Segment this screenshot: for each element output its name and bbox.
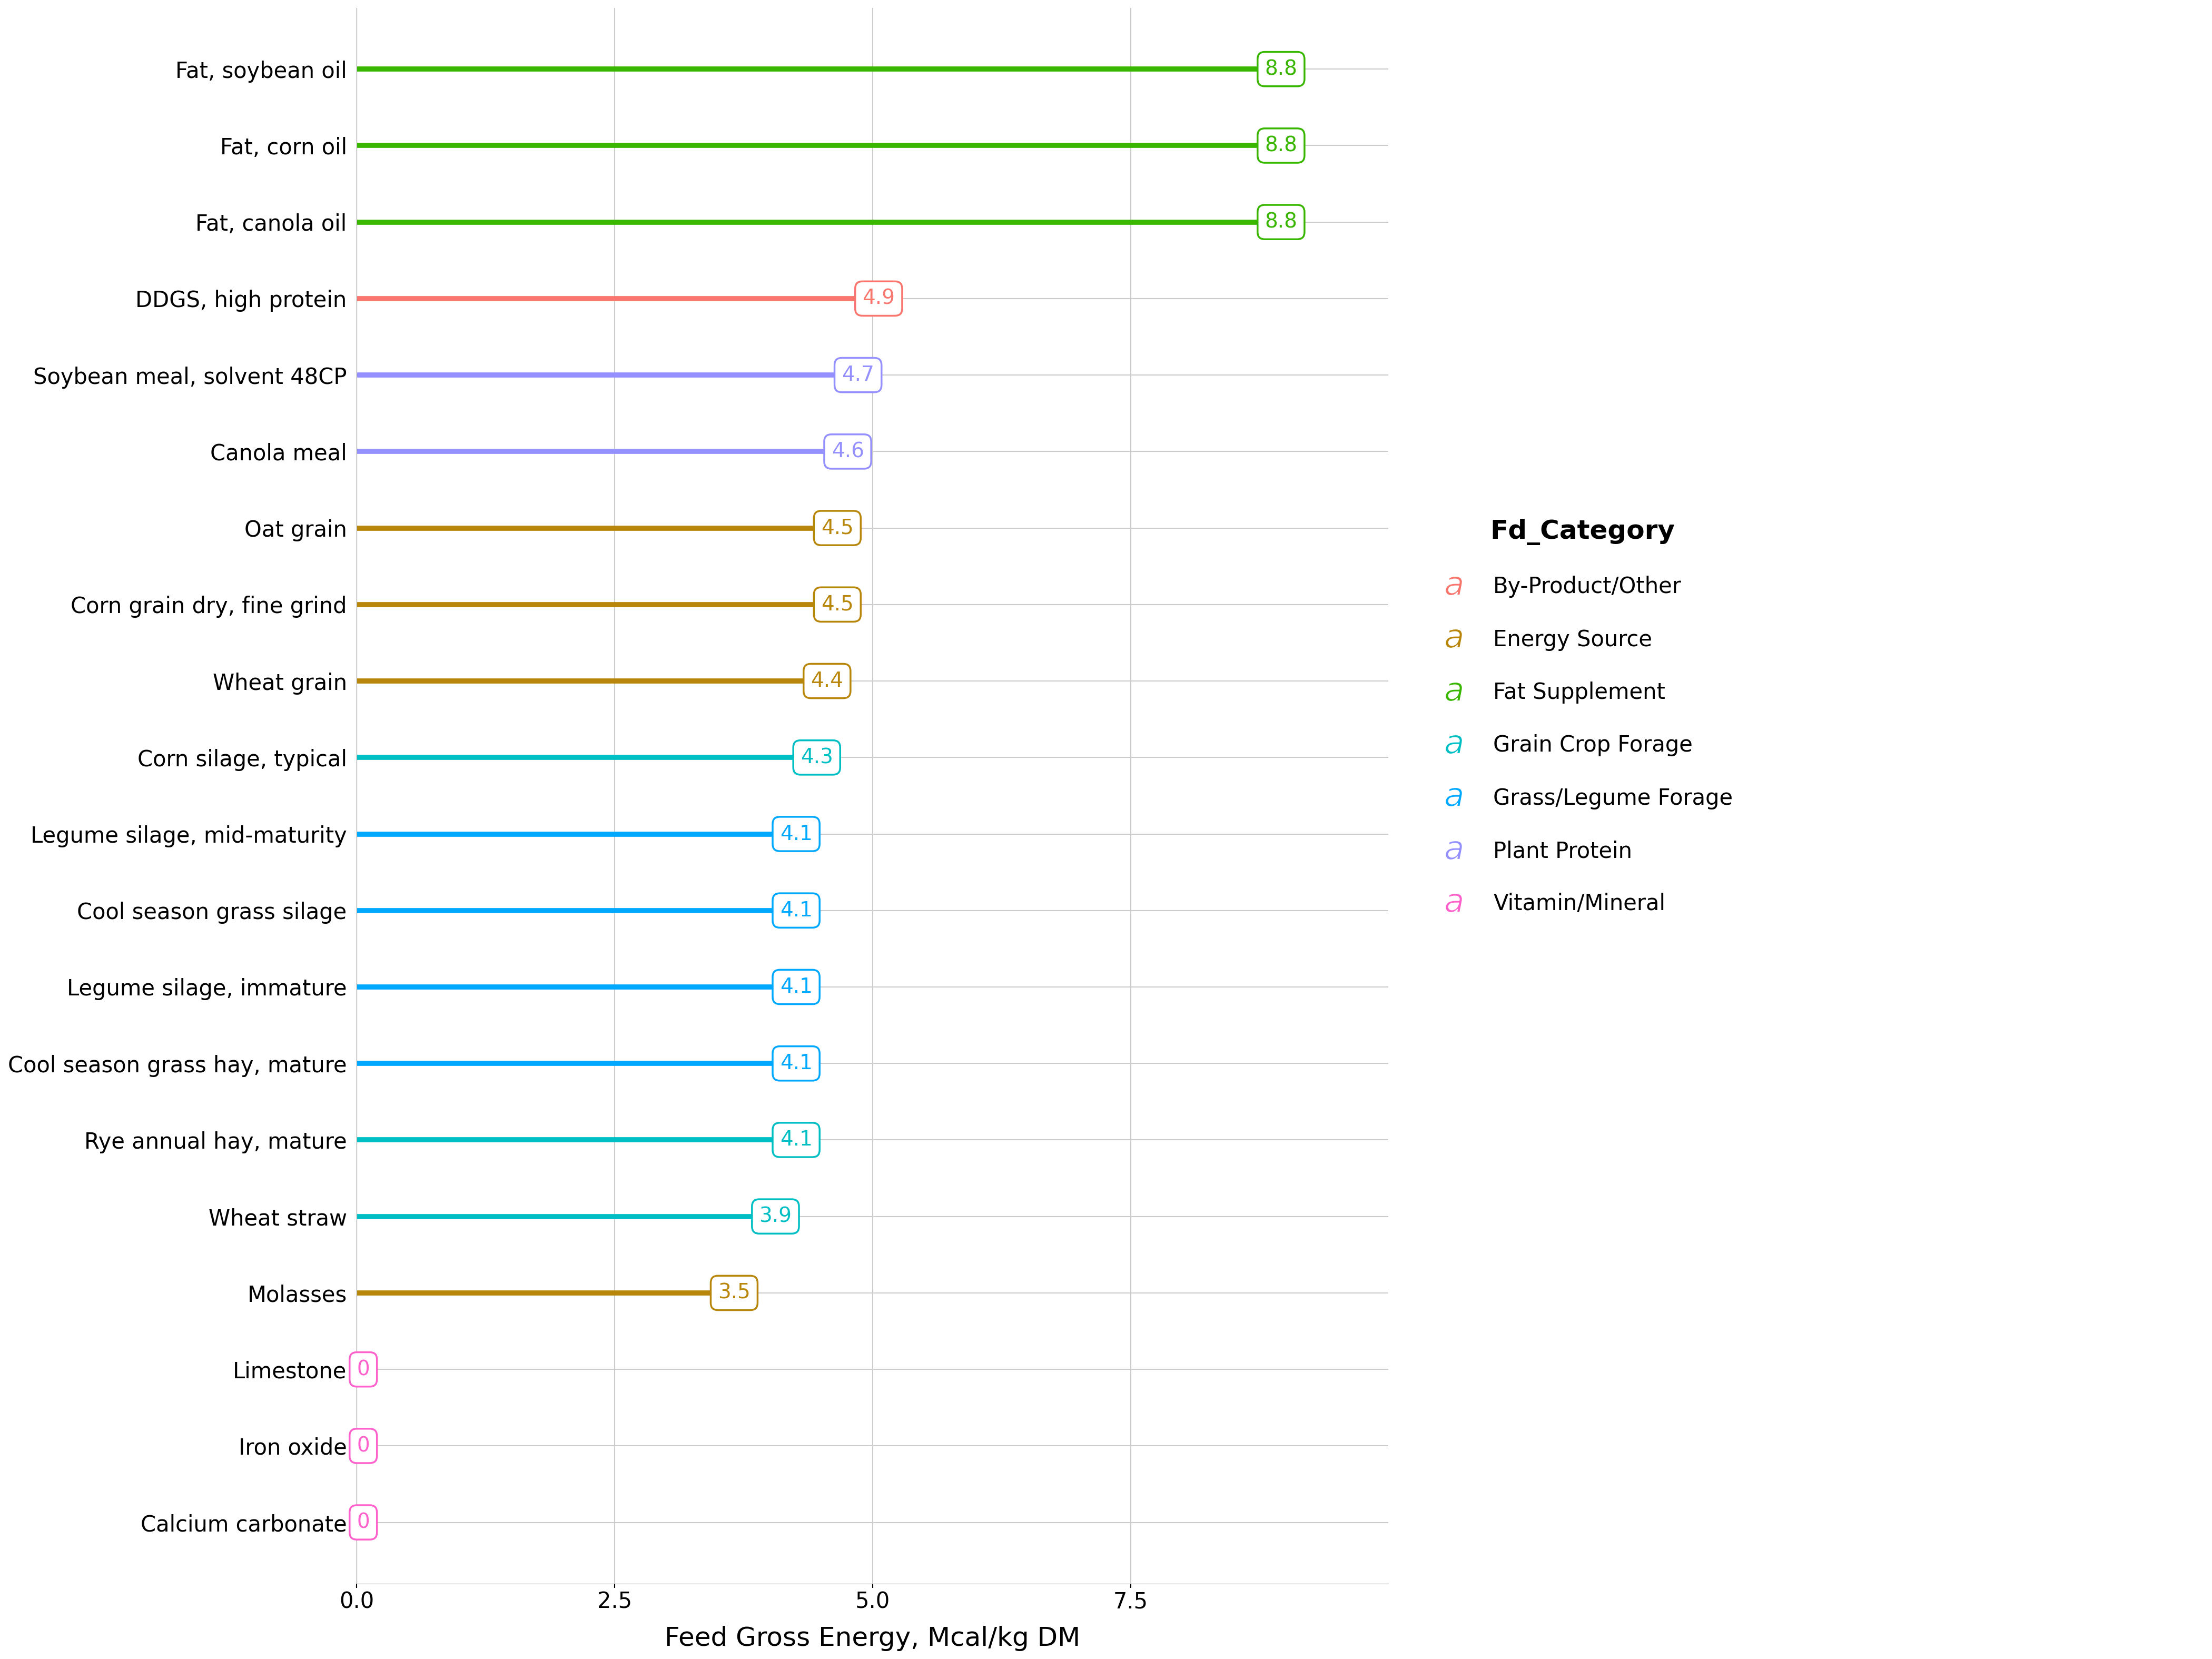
Text: 8.8: 8.8 xyxy=(1265,136,1296,156)
Text: 0: 0 xyxy=(356,1437,369,1457)
Text: 4.1: 4.1 xyxy=(781,977,812,997)
Text: 4.5: 4.5 xyxy=(821,594,854,614)
Text: 4.6: 4.6 xyxy=(832,441,865,461)
Text: 4.3: 4.3 xyxy=(801,748,834,768)
Text: 4.1: 4.1 xyxy=(781,901,812,921)
Text: 8.8: 8.8 xyxy=(1265,60,1296,80)
Text: 4.1: 4.1 xyxy=(781,825,812,844)
Text: 3.5: 3.5 xyxy=(719,1282,750,1302)
Text: 4.1: 4.1 xyxy=(781,1130,812,1150)
Text: 8.8: 8.8 xyxy=(1265,212,1296,232)
Text: 4.5: 4.5 xyxy=(821,518,854,538)
Text: 0: 0 xyxy=(356,1359,369,1379)
Text: 4.9: 4.9 xyxy=(863,289,896,309)
Legend: By-Product/Other, Energy Source, Fat Supplement, Grain Crop Forage, Grass/Legume: By-Product/Other, Energy Source, Fat Sup… xyxy=(1409,498,1754,937)
Text: 3.9: 3.9 xyxy=(759,1206,792,1226)
Text: 4.7: 4.7 xyxy=(843,365,874,385)
X-axis label: Feed Gross Energy, Mcal/kg DM: Feed Gross Energy, Mcal/kg DM xyxy=(666,1626,1079,1651)
Text: 0: 0 xyxy=(356,1513,369,1533)
Text: 4.4: 4.4 xyxy=(812,670,843,692)
Text: 4.1: 4.1 xyxy=(781,1053,812,1073)
